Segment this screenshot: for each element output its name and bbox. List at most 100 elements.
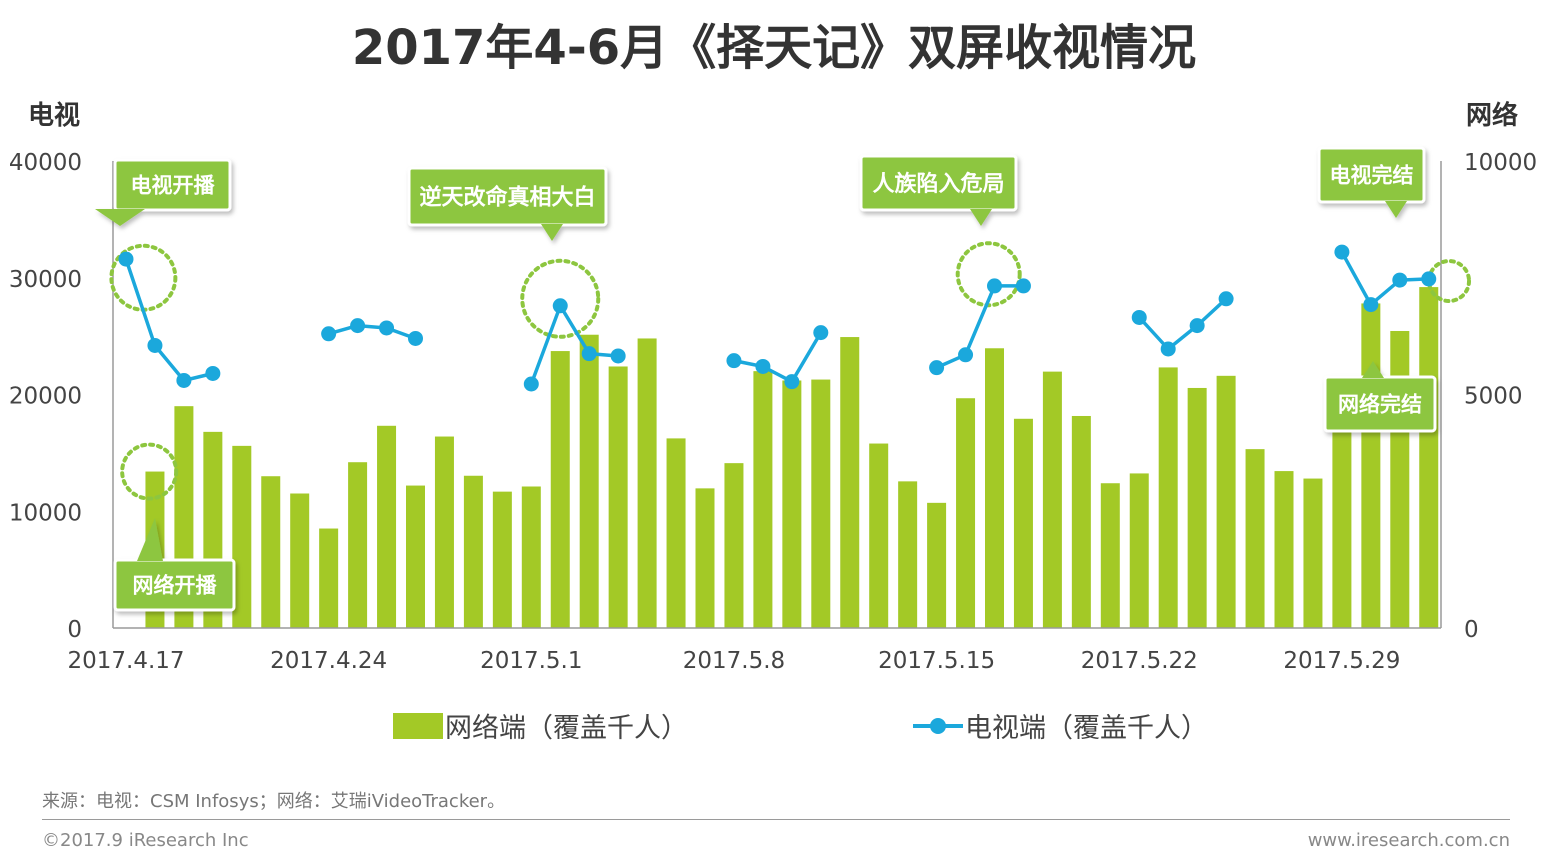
tv-point [929, 360, 945, 376]
web-bar [550, 351, 570, 628]
footer-divider [42, 819, 1510, 820]
callout-tv-end: 电视完结 [1317, 146, 1426, 218]
tv-point [1334, 244, 1350, 260]
web-bar [985, 348, 1004, 628]
tv-line-segment [529, 304, 619, 385]
legend-bar: 网络端（覆盖千人） [393, 706, 688, 745]
tv-point [118, 251, 134, 267]
tv-point [1189, 318, 1205, 334]
tv-point [523, 376, 539, 392]
web-bar [290, 493, 310, 628]
copyright: ©2017.9 iResearch Inc [42, 830, 249, 851]
web-bar [434, 436, 454, 628]
tv-point [958, 347, 974, 363]
web-bar [840, 337, 860, 628]
tv-line-segment [1340, 251, 1429, 307]
web-bar [753, 371, 773, 628]
web-bar [1419, 287, 1439, 628]
legend-line: 电视端（覆盖千人） [913, 706, 1208, 745]
callout-text: 网络完结 [1338, 393, 1422, 417]
left-tick-label: 20000 [9, 384, 82, 410]
web-bar [1158, 367, 1178, 628]
callout-tv-start: 电视开播 [95, 158, 232, 226]
web-bar [1361, 303, 1381, 628]
callout-box [1317, 146, 1426, 204]
left-axis-title: 电视 [28, 101, 81, 131]
tv-point [1363, 297, 1379, 313]
tv-point [552, 298, 568, 314]
web-bar [492, 491, 512, 628]
tv-point [784, 374, 800, 390]
tv-line-segment [1138, 297, 1228, 351]
tv-point [610, 348, 626, 364]
callout-tail [1385, 201, 1407, 218]
highlight-ring [120, 442, 179, 501]
tv-point [1421, 271, 1437, 287]
x-tick-label: 2017.4.24 [270, 648, 387, 674]
web-bar [956, 398, 976, 628]
web-bar [377, 425, 397, 628]
tv-point [350, 318, 366, 334]
web-bar [232, 445, 252, 628]
web-bar [1100, 483, 1120, 628]
x-tick-label: 2017.5.8 [683, 648, 785, 674]
web-bar [1187, 387, 1207, 628]
legend-bar-swatch [393, 712, 443, 739]
web-bar [898, 481, 918, 628]
x-tick-label: 2017.5.15 [878, 648, 995, 674]
web-bar [521, 486, 541, 628]
callout-web-end: 网络完结 [1323, 361, 1437, 433]
callout-box [859, 154, 1018, 212]
web-bar [782, 380, 802, 628]
web-bar [319, 528, 339, 628]
web-bar [1013, 418, 1033, 628]
tv-point [1392, 272, 1408, 288]
callout-box [113, 158, 232, 212]
chart-title: 2017年4-6月《择天记》双屏收视情况 [351, 20, 1197, 76]
web-bar [869, 443, 889, 628]
callout-human: 人族陷入危局 [859, 154, 1018, 226]
web-bar [1274, 471, 1294, 628]
callout-box [113, 558, 236, 612]
callout-text: 网络开播 [133, 574, 218, 598]
website: www.iresearch.com.cn [1307, 830, 1510, 851]
web-bar [348, 462, 368, 628]
tv-point [321, 326, 337, 342]
web-bar [579, 334, 599, 628]
legend-line-swatch [913, 713, 963, 739]
tv-point [408, 330, 423, 346]
left-tick-label: 40000 [9, 150, 82, 176]
x-tick-label: 2017.5.29 [1283, 648, 1400, 674]
web-bar [1071, 415, 1091, 628]
web-bar [463, 475, 483, 628]
callout-tail [541, 224, 563, 241]
tv-point [379, 320, 395, 336]
callout-tail [970, 209, 992, 226]
callout-tail [137, 518, 163, 561]
tv-line-segment [733, 331, 823, 384]
callout-text: 电视开播 [131, 174, 216, 198]
left-tick-label: 10000 [9, 500, 82, 526]
tv-point [813, 325, 829, 341]
web-bar [1216, 375, 1236, 628]
web-bar [608, 366, 628, 628]
highlight-ring [520, 258, 601, 339]
source-note: 来源：电视：CSM Infosys；网络：艾瑞iVideoTracker。 [42, 791, 506, 812]
web-bar [406, 485, 425, 628]
callout-web-start: 网络开播 [113, 518, 236, 612]
tv-point [755, 358, 771, 374]
callout-box [407, 166, 608, 227]
left-tick-label: 30000 [9, 267, 82, 293]
callout-text: 电视完结 [1330, 164, 1414, 188]
web-bar [1303, 478, 1323, 628]
tv-point [987, 278, 1002, 294]
callout-text: 逆天改命真相大白 [419, 184, 595, 210]
web-bar [1129, 473, 1149, 628]
tv-point [726, 353, 742, 369]
web-bar [1042, 371, 1062, 628]
callout-truth: 逆天改命真相大白 [407, 166, 608, 241]
x-tick-label: 2017.5.1 [480, 648, 582, 674]
highlight-ring [955, 241, 1022, 308]
web-bar [1245, 449, 1265, 628]
